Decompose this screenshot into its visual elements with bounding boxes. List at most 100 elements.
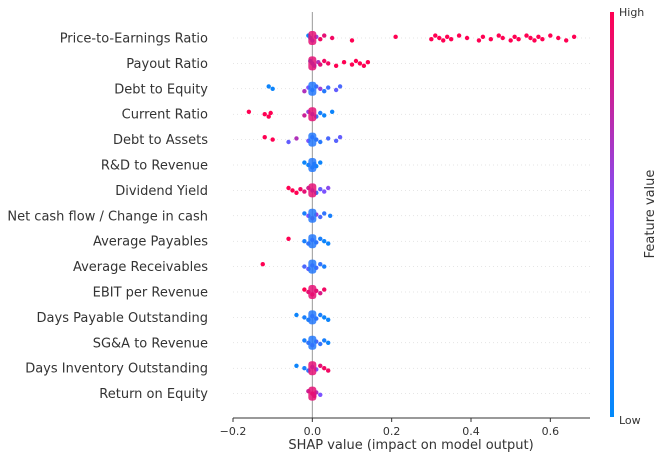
data-point — [512, 34, 517, 39]
data-point — [268, 110, 273, 116]
data-point — [322, 58, 327, 64]
data-point — [318, 363, 323, 368]
feature-label: Return on Equity — [99, 387, 208, 402]
data-point — [448, 37, 454, 42]
data-point — [433, 33, 438, 38]
feature-label: Dividend Yield — [115, 184, 208, 199]
data-point — [318, 392, 323, 397]
data-point — [571, 34, 577, 39]
data-point — [337, 84, 343, 89]
dense-point-band — [308, 259, 317, 274]
data-point — [476, 38, 482, 43]
data-point — [349, 62, 355, 67]
colorbar-title: Feature value — [643, 170, 658, 259]
data-point — [333, 63, 339, 68]
data-point — [294, 136, 299, 141]
data-point — [318, 262, 323, 267]
data-point — [322, 315, 327, 320]
dense-point-band — [308, 81, 317, 96]
data-point — [556, 35, 561, 41]
data-point — [496, 33, 501, 38]
data-point — [322, 287, 327, 292]
feature-label: Price-to-Earnings Ratio — [60, 32, 208, 47]
data-point — [262, 135, 267, 140]
data-point — [302, 239, 307, 244]
data-point — [322, 113, 327, 118]
x-axis-ticks: −0.2 0.0 0.2 0.4 0.6 — [220, 418, 559, 438]
dense-point-band — [308, 285, 317, 299]
data-point — [326, 368, 331, 373]
data-point — [341, 60, 347, 65]
data-point — [262, 112, 267, 117]
data-point — [508, 38, 513, 43]
data-point — [326, 241, 331, 246]
dense-point-band — [308, 335, 317, 350]
data-point — [294, 363, 299, 368]
data-point — [524, 33, 529, 38]
data-point — [329, 109, 335, 115]
colorbar-high-label: High — [619, 6, 644, 19]
x-tick-label: 0.6 — [542, 425, 560, 438]
feature-point-cluster — [246, 107, 335, 122]
dense-point-band — [308, 234, 317, 249]
data-point — [302, 315, 307, 320]
feature-label: Days Payable Outstanding — [37, 311, 208, 326]
data-point — [318, 139, 323, 145]
dense-point-band — [308, 310, 317, 325]
data-point — [516, 37, 521, 42]
feature-point-cluster — [308, 56, 371, 71]
data-point — [327, 213, 333, 218]
x-tick-label: 0.0 — [304, 425, 322, 438]
feature-point-cluster — [262, 132, 343, 147]
data-point — [302, 287, 307, 292]
data-point — [322, 89, 327, 94]
feature-label: EBIT per Revenue — [93, 286, 208, 301]
data-point — [532, 38, 537, 43]
colorbar-low-label: Low — [619, 414, 641, 427]
colorbar — [610, 12, 614, 417]
data-point — [270, 137, 275, 142]
data-point — [302, 264, 307, 269]
data-point — [393, 34, 398, 39]
data-point — [326, 317, 331, 322]
feature-point-cluster — [306, 386, 323, 401]
x-tick-label: 0.2 — [383, 425, 401, 438]
feature-point-cluster — [286, 183, 331, 198]
feature-point-cluster — [302, 158, 323, 172]
data-point — [302, 189, 307, 194]
x-tick-label: 0.4 — [462, 425, 480, 438]
data-point — [322, 366, 327, 371]
data-point — [540, 37, 545, 42]
data-point — [298, 187, 303, 192]
data-point — [357, 61, 363, 66]
data-point — [322, 211, 327, 216]
data-point — [333, 87, 339, 93]
data-point — [322, 239, 327, 244]
data-point — [361, 63, 367, 68]
data-point — [326, 61, 331, 66]
data-point — [353, 58, 359, 64]
data-point — [337, 135, 343, 140]
data-point — [286, 236, 291, 241]
data-point — [294, 312, 299, 318]
data-point — [322, 189, 327, 194]
feature-point-cluster — [302, 335, 331, 350]
data-point — [326, 185, 331, 191]
data-point — [260, 262, 265, 267]
data-point — [246, 109, 252, 115]
data-point — [318, 62, 323, 67]
dense-point-band — [308, 132, 317, 147]
data-point — [349, 38, 355, 43]
feature-label: Net cash flow / Change in cash — [7, 209, 208, 224]
feature-point-cluster — [302, 208, 333, 223]
data-point — [456, 33, 462, 38]
data-point — [333, 138, 339, 143]
x-tick-label: −0.2 — [220, 425, 247, 438]
data-point — [318, 291, 323, 296]
data-point — [322, 33, 327, 38]
feature-label: SG&A to Revenue — [93, 336, 208, 351]
feature-point-cluster — [302, 285, 327, 299]
data-point — [326, 85, 331, 90]
data-point — [318, 341, 323, 347]
data-point — [322, 264, 327, 269]
